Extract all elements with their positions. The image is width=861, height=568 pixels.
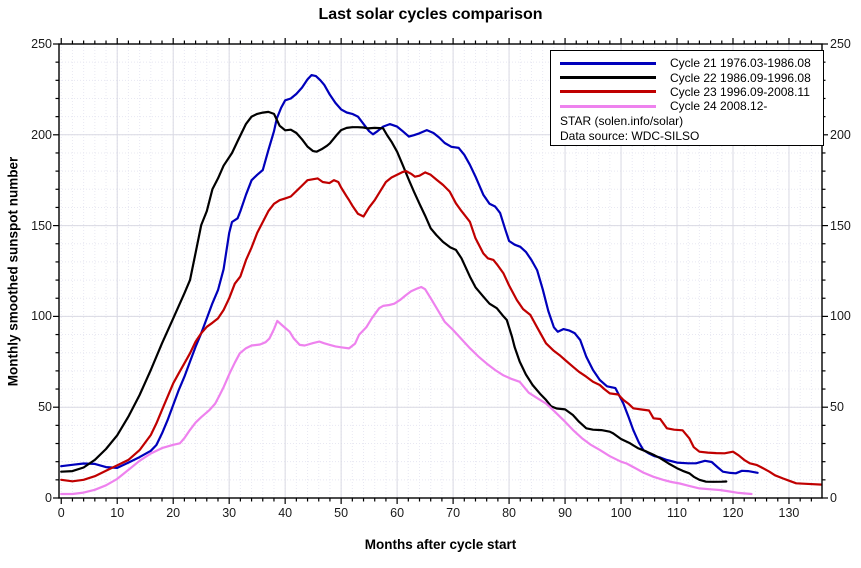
x-axis-tick-label: 110 [667,506,687,520]
y-axis-tick-label-right: 50 [830,400,844,415]
x-axis-tick-label: 100 [610,506,632,520]
series-line-cycle-23 [60,170,822,486]
y-axis-tick-label-left: 0 [45,491,52,505]
y-axis-tick-label-left: 250 [31,37,52,51]
x-axis-tick-label: 20 [166,506,181,520]
legend-line-sample [560,90,656,94]
y-axis-tick-label-left: 100 [31,309,52,324]
x-axis-label: Months after cycle start [364,537,517,552]
series-line-cycle-24 [60,285,753,496]
legend-line-sample [560,76,656,80]
y-axis-tick-label-left: 50 [38,400,52,415]
series-line-cycle-21 [60,73,759,475]
series-line-cycle-22 [60,110,728,483]
legend-row: Cycle 23 1996.09-2008.11 [560,85,815,99]
legend-row: Cycle 22 1986.09-1996.08 [560,70,815,85]
legend-note-source: Data source: WDC-SILSO [560,129,700,144]
y-axis-tick-label-right: 150 [830,218,851,233]
legend-series-label: Cycle 21 1976.03-1986.08 [670,56,811,71]
y-axis-tick-label-left: 200 [31,127,52,142]
x-axis-tick-label: 30 [222,506,237,520]
x-axis-tick-label: 70 [446,506,461,520]
legend-line-sample [560,104,656,108]
x-axis-tick-label: 90 [558,506,572,520]
y-axis-tick-label-right: 250 [830,37,851,51]
chart-title: Last solar cycles comparison [318,6,543,23]
plot-frame [58,43,823,499]
x-axis-tick-label: 80 [502,506,517,520]
x-axis-tick-label: 50 [334,506,349,520]
legend-note-star: STAR (solen.info/solar) [560,113,684,128]
legend-series-label: Cycle 23 1996.09-2008.11 [670,84,810,99]
x-axis-tick-label: 0 [57,506,65,520]
x-axis-tick-label: 10 [110,506,125,520]
legend-row: Cycle 24 2008.12- [560,99,815,113]
x-axis-tick-label: 130 [778,506,800,520]
x-axis-tick-label: 60 [390,506,405,520]
x-axis-tick-label: 40 [278,506,293,520]
legend: Cycle 21 1976.03-1986.08 Cycle 22 1986.09… [550,50,824,146]
legend-series-label: Cycle 24 2008.12- [670,99,768,114]
legend-series-label: Cycle 22 1986.09-1996.08 [670,70,811,85]
y-axis-tick-label-right: 200 [830,127,851,142]
x-axis-tick-label: 120 [722,506,744,520]
legend-line-sample [560,61,656,65]
y-axis-tick-label-right: 100 [830,309,851,324]
y-axis-label: Monthly smoothed sunspot number [5,156,21,387]
y-axis-tick-label-right: 0 [830,491,837,505]
y-axis-tick-label-left: 150 [31,218,52,233]
legend-row: Cycle 21 1976.03-1986.08 [560,56,815,70]
